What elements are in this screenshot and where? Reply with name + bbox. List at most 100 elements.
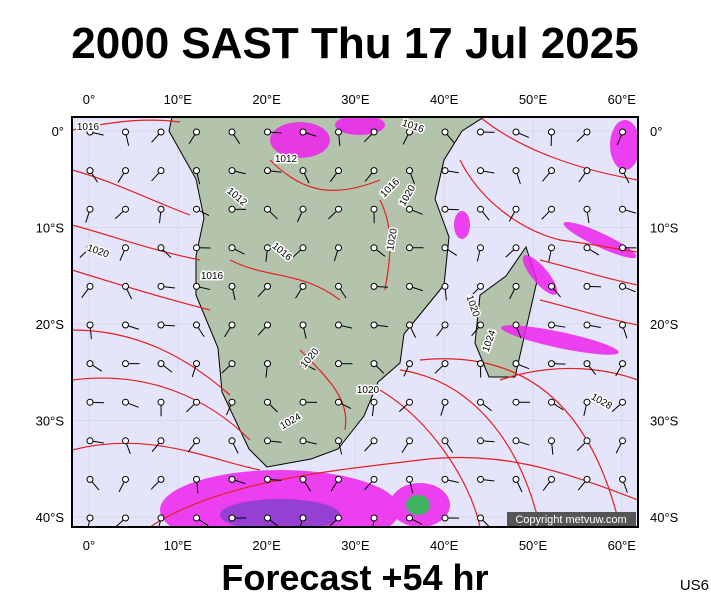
- wind-station: [548, 437, 555, 445]
- wind-station: [583, 244, 591, 252]
- wind-station: [157, 321, 165, 329]
- wind-station: [583, 475, 591, 483]
- wind-station: [157, 282, 165, 290]
- wind-station: [299, 398, 307, 406]
- wind-station: [299, 360, 307, 368]
- wind-station: [512, 205, 520, 213]
- wind-station: [512, 321, 520, 329]
- wind-station: [86, 244, 94, 252]
- wind-station: [228, 128, 236, 136]
- lon-label: 0°: [83, 538, 95, 553]
- wind-station: [477, 244, 484, 252]
- wind-station: [299, 128, 307, 136]
- wind-station: [406, 244, 413, 252]
- lat-label: 0°: [52, 124, 64, 139]
- wind-station: [548, 398, 555, 406]
- wind-station: [122, 321, 129, 329]
- wind-station: [335, 167, 342, 175]
- wind-station: [548, 128, 555, 136]
- wind-station: [406, 128, 413, 136]
- lon-label: 0°: [83, 92, 95, 107]
- wind-station: [193, 167, 200, 175]
- wind-station: [512, 398, 520, 406]
- wind-station: [228, 321, 236, 329]
- wind-station: [370, 360, 378, 368]
- lon-label: 60°E: [608, 538, 637, 553]
- wind-station: [370, 398, 378, 406]
- wind-station: [264, 321, 271, 329]
- wind-station: [86, 398, 94, 406]
- wind-station: [512, 167, 520, 175]
- wind-station: [193, 360, 200, 368]
- wind-station: [406, 282, 413, 290]
- wind-station: [122, 282, 129, 290]
- lon-label: 10°E: [164, 538, 193, 553]
- wind-station: [122, 514, 129, 522]
- wind-station: [86, 514, 94, 522]
- wind-station: [477, 398, 484, 406]
- wind-station: [335, 282, 342, 290]
- wind-station: [228, 398, 236, 406]
- wind-station: [264, 205, 271, 213]
- wind-station: [548, 167, 555, 175]
- wind-station: [477, 437, 484, 445]
- wind-station: [228, 244, 236, 252]
- wind-station: [264, 282, 271, 290]
- wind-station: [122, 360, 129, 368]
- lon-label: 50°E: [519, 92, 548, 107]
- lon-label: 20°E: [252, 538, 281, 553]
- wind-station: [406, 167, 413, 175]
- lon-label: 10°E: [164, 92, 193, 107]
- wind-station: [619, 205, 626, 213]
- wind-station: [512, 128, 520, 136]
- wind-station: [335, 205, 342, 213]
- wind-station: [406, 205, 413, 213]
- wind-station: [264, 360, 271, 368]
- wind-station: [548, 321, 555, 329]
- wind-station: [406, 398, 413, 406]
- wind-station: [193, 282, 200, 290]
- wind-station: [299, 205, 307, 213]
- wind-station: [122, 244, 129, 252]
- wind-station: [370, 475, 378, 483]
- wind-station: [228, 360, 236, 368]
- wind-station: [441, 360, 449, 368]
- lon-label: 50°E: [519, 538, 548, 553]
- wind-station: [264, 437, 271, 445]
- wind-station: [441, 398, 449, 406]
- wind-station: [157, 398, 165, 406]
- wind-station: [583, 205, 591, 213]
- wind-station: [193, 244, 200, 252]
- wind-station: [86, 360, 94, 368]
- wind-station: [370, 128, 378, 136]
- isobar-label: 1012: [275, 154, 298, 165]
- lat-label: 40°S: [36, 510, 65, 525]
- wind-station: [406, 514, 413, 522]
- wind-station: [619, 244, 626, 252]
- lat-label: 10°S: [36, 221, 65, 236]
- wind-station: [370, 321, 378, 329]
- wind-station: [122, 398, 129, 406]
- wind-station: [122, 205, 129, 213]
- wind-station: [441, 321, 449, 329]
- isobar-label: 1016: [77, 122, 100, 133]
- wind-station: [441, 244, 449, 252]
- wind-station: [583, 167, 591, 175]
- wind-station: [477, 282, 484, 290]
- wind-station: [86, 321, 94, 329]
- wind-station: [548, 244, 555, 252]
- wind-station: [512, 244, 520, 252]
- wind-station: [335, 244, 342, 252]
- wind-station: [441, 282, 449, 290]
- wind-station: [122, 437, 129, 445]
- wind-station: [548, 475, 555, 483]
- isobar-label: 1020: [357, 385, 380, 396]
- wind-station: [86, 205, 94, 213]
- wind-station: [335, 321, 342, 329]
- lat-label: 20°S: [650, 317, 679, 332]
- lat-label: 30°S: [36, 414, 65, 429]
- wind-station: [441, 514, 449, 522]
- wind-station: [228, 437, 236, 445]
- wind-station: [406, 437, 413, 445]
- wind-station: [583, 128, 591, 136]
